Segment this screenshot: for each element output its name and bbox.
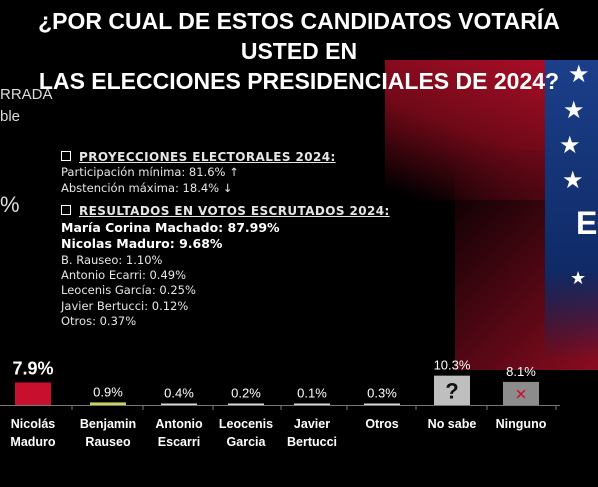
- data-label: 0.4%: [164, 386, 194, 401]
- category-label: Javier: [294, 417, 330, 431]
- flag-blue-stripe: [545, 60, 598, 360]
- category-label: Leocenis: [219, 417, 273, 431]
- result-line: Nicolas Maduro: 9.68%: [61, 236, 223, 252]
- result-line: Otros: 0.37%: [61, 314, 137, 329]
- category-label: Benjamin: [80, 417, 136, 431]
- title-line-2: LAS ELECCIONES PRESIDENCIALES DE 2024?: [38, 68, 560, 94]
- category-label: Antonio: [155, 417, 203, 431]
- left-fragment-3: %: [0, 192, 20, 217]
- data-label: 0.9%: [93, 384, 123, 399]
- bar: [434, 375, 470, 405]
- result-line: B. Rauseo: 1.10%: [61, 252, 163, 267]
- info-panel: PROYECCIONES ELECTORALES 2024: Participa…: [61, 150, 401, 330]
- category-label: Nicolás: [11, 417, 56, 431]
- category-label: Garcia: [227, 435, 267, 449]
- category-label: Bertucci: [287, 435, 337, 449]
- category-label: Maduro: [10, 435, 56, 449]
- flag-star-icon: ★: [559, 131, 581, 159]
- data-label: 0.1%: [297, 386, 327, 401]
- left-fragment-1: RRADA: [0, 86, 53, 103]
- result-line: Leocenis García: 0.25%: [61, 283, 196, 298]
- data-label: 8.1%: [506, 364, 536, 379]
- page-title: ¿POR CUAL DE ESTOS CANDIDATOS VOTARÍA US…: [0, 6, 598, 96]
- title-line-1: ¿POR CUAL DE ESTOS CANDIDATOS VOTARÍA US…: [38, 8, 560, 64]
- participation-text: Participación mínima: 81.6% ↑: [61, 165, 239, 180]
- data-label: 0.3%: [367, 386, 397, 401]
- category-label: Otros: [365, 417, 398, 431]
- flag-star-icon: ★: [562, 166, 584, 194]
- checkbox-icon: [61, 205, 71, 216]
- bar: [228, 403, 264, 405]
- bar: [294, 403, 330, 405]
- data-label: 7.9%: [12, 358, 53, 378]
- partial-letter: E: [576, 205, 598, 241]
- flag-star-icon: ★: [563, 96, 585, 124]
- projections-heading: PROYECCIONES ELECTORALES 2024:: [61, 150, 401, 165]
- bar: [161, 403, 197, 405]
- bar: [15, 382, 51, 405]
- flag-star-icon: ★: [568, 60, 590, 88]
- result-line: Javier Bertucci: 0.12%: [61, 298, 189, 313]
- cross-icon: ✕: [515, 385, 528, 403]
- category-label: Ninguno: [496, 417, 547, 431]
- result-line: Antonio Ecarri: 0.49%: [61, 268, 187, 283]
- results-heading: RESULTADOS EN VOTOS ESCRUTADOS 2024:: [61, 204, 401, 219]
- bar: [90, 402, 126, 405]
- checkbox-icon: [61, 151, 71, 161]
- abstention-text: Abstención máxima: 18.4% ↓: [61, 180, 233, 195]
- category-label: Escarri: [158, 435, 200, 449]
- data-label: 10.3%: [434, 358, 471, 373]
- bar: [364, 403, 400, 405]
- category-label: Rauseo: [85, 435, 131, 449]
- data-label: 0.2%: [231, 386, 261, 401]
- result-line: María Corina Machado: 87.99%: [61, 219, 280, 235]
- question-mark-icon: ?: [445, 378, 458, 403]
- category-label: No sabe: [428, 417, 477, 431]
- left-fragment-2: ble: [0, 108, 21, 125]
- flag-star-icon: ★: [570, 268, 587, 289]
- bar: [503, 381, 539, 405]
